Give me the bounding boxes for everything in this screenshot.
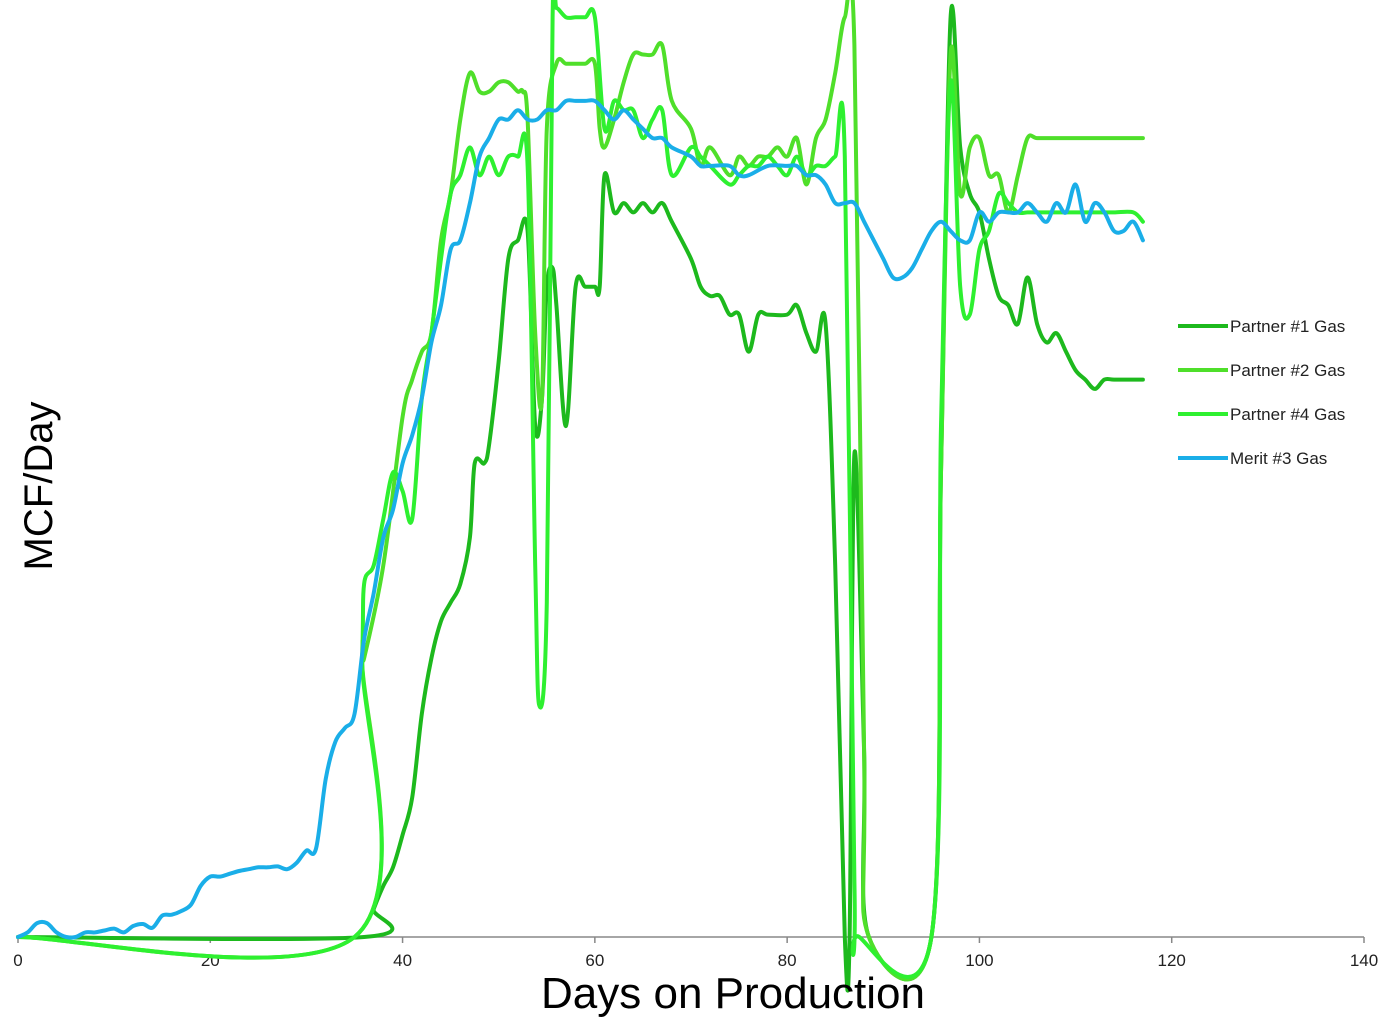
series-line-2 (16, 0, 1145, 982)
x-tick-label: 60 (585, 951, 604, 970)
y-axis-title: MCF/Day (17, 402, 61, 571)
legend-label: Partner #2 Gas (1230, 361, 1345, 380)
x-tick-label: 80 (778, 951, 797, 970)
legend-label: Partner #4 Gas (1230, 405, 1345, 424)
legend-label: Merit #3 Gas (1230, 449, 1327, 468)
series-lines (16, 0, 1145, 993)
x-tick-label: 140 (1350, 951, 1378, 970)
x-tick-label: 100 (965, 951, 993, 970)
x-tick-label: 120 (1158, 951, 1186, 970)
series-line-1 (16, 4, 1145, 993)
series-line-3 (16, 0, 1145, 979)
x-tick-label: 0 (13, 951, 22, 970)
axes: 0 20 40 60 80 100 120 140 (13, 936, 1378, 970)
series-line-4 (16, 98, 1145, 940)
legend: Partner #1 Gas Partner #2 Gas Partner #4 G… (1178, 317, 1345, 468)
x-axis-title: Days on Production (541, 969, 925, 1017)
legend-label: Partner #1 Gas (1230, 317, 1345, 336)
x-tick-label: 40 (393, 951, 412, 970)
